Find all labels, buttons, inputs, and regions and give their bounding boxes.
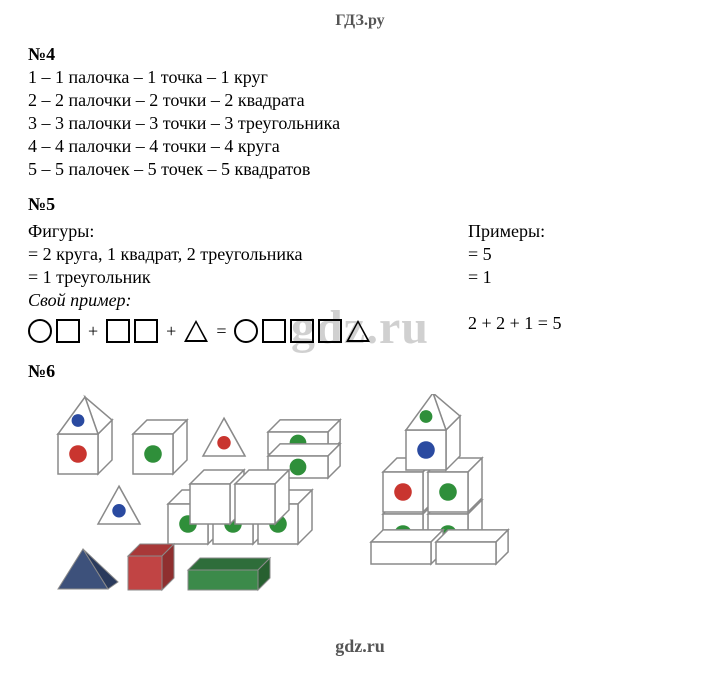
circle-icon <box>234 319 258 343</box>
examples-line: = 5 <box>468 244 692 265</box>
sec4-line: 2 – 2 палочки – 2 точки – 2 квадрата <box>28 90 692 111</box>
figures-heading: Фигуры: <box>28 221 408 242</box>
sec4-line: 5 – 5 палочек – 5 точек – 5 квадратов <box>28 159 692 180</box>
square-icon <box>106 319 130 343</box>
sec4-line: 1 – 1 палочка – 1 точка – 1 круг <box>28 67 692 88</box>
spacer <box>468 290 692 311</box>
own-example-answer: 2 + 2 + 1 = 5 <box>468 313 692 334</box>
triangle-icon <box>184 320 208 342</box>
section-6-title: №6 <box>28 361 692 382</box>
examples-heading: Примеры: <box>468 221 692 242</box>
square-icon <box>56 319 80 343</box>
square-icon <box>262 319 286 343</box>
square-icon <box>318 319 342 343</box>
section-4-title: №4 <box>28 44 692 65</box>
own-example-equation: + + = <box>28 319 408 343</box>
triangle-icon <box>346 320 370 342</box>
examples-line: = 1 <box>468 267 692 288</box>
sec4-line: 3 – 3 палочки – 3 точки – 3 треугольника <box>28 113 692 134</box>
plus-sign: + <box>84 321 102 342</box>
figures-line: = 1 треугольник <box>28 267 408 288</box>
section-5-title: №5 <box>28 194 692 215</box>
figures-line: = 2 круга, 1 квадрат, 2 треугольника <box>28 244 408 265</box>
equals-sign: = <box>212 321 230 342</box>
site-header: ГДЗ.ру <box>28 12 692 30</box>
sec4-line: 4 – 4 палочки – 4 точки – 4 круга <box>28 136 692 157</box>
own-example-label: Свой пример: <box>28 290 408 311</box>
circle-icon <box>28 319 52 343</box>
blocks-illustration <box>28 394 692 594</box>
square-icon <box>290 319 314 343</box>
square-icon <box>134 319 158 343</box>
footer-watermark: gdz.ru <box>0 636 720 657</box>
plus-sign: + <box>162 321 180 342</box>
